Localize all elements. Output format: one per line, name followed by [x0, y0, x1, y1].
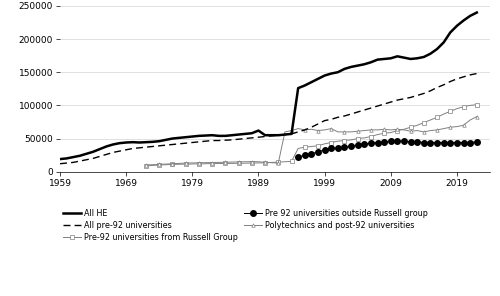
Legend: All HE, All pre-92 universities, Pre-92 universities from Russell Group, Pre 92 : All HE, All pre-92 universities, Pre-92 …	[60, 205, 432, 245]
